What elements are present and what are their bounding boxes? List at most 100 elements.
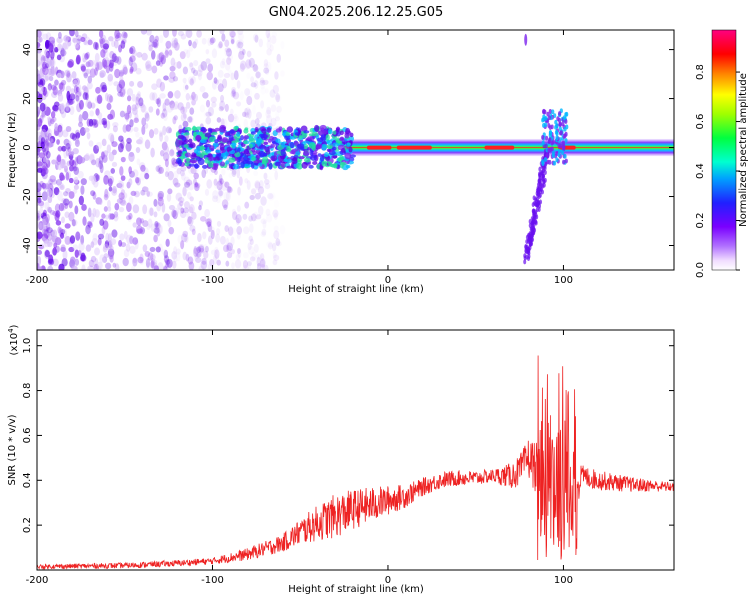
noise-speckle xyxy=(269,44,274,52)
noise-speckle xyxy=(144,139,151,150)
band-speckle xyxy=(234,152,241,158)
noise-speckle xyxy=(110,238,117,246)
band-speckle xyxy=(296,163,303,170)
spec-ytick-label: 20 xyxy=(22,92,33,105)
streak-speckle xyxy=(548,159,552,165)
noise-speckle xyxy=(171,250,178,260)
noise-speckle xyxy=(56,72,62,79)
noise-speckle xyxy=(107,73,114,82)
noise-speckle xyxy=(217,69,224,78)
noise-speckle xyxy=(126,181,131,189)
noise-speckle xyxy=(223,191,230,201)
noise-speckle xyxy=(64,144,70,152)
noise-speckle xyxy=(39,201,45,209)
streak-speckle xyxy=(555,157,559,163)
noise-speckle xyxy=(37,51,42,61)
noise-speckle xyxy=(256,262,261,270)
noise-speckle xyxy=(60,47,65,57)
snr-xlabel: Height of straight line (km) xyxy=(288,584,424,595)
noise-speckle xyxy=(96,61,103,71)
noise-speckle xyxy=(59,184,65,191)
noise-speckle xyxy=(180,240,185,250)
noise-speckle xyxy=(85,61,91,68)
noise-speckle xyxy=(101,138,107,147)
noise-speckle xyxy=(173,115,178,121)
noise-speckle xyxy=(170,104,175,111)
noise-speckle xyxy=(74,129,80,140)
noise-speckle xyxy=(270,117,277,127)
noise-speckle xyxy=(119,110,126,118)
noise-speckle xyxy=(168,226,175,235)
noise-speckle xyxy=(60,102,65,113)
noise-speckle xyxy=(158,34,164,44)
noise-speckle xyxy=(185,179,193,186)
noise-speckle xyxy=(49,135,56,144)
band-speckle xyxy=(183,132,190,136)
streak-speckle xyxy=(536,191,540,197)
noise-speckle xyxy=(166,258,173,268)
noise-speckle xyxy=(72,166,78,172)
noise-speckle xyxy=(187,191,192,200)
noise-speckle xyxy=(90,59,97,69)
band-speckle xyxy=(226,140,232,145)
noise-speckle xyxy=(139,171,146,181)
streak-speckle xyxy=(562,115,566,121)
noise-speckle xyxy=(204,188,210,196)
noise-speckle xyxy=(91,175,97,185)
noise-speckle xyxy=(64,165,68,173)
noise-speckle xyxy=(119,69,126,75)
noise-speckle xyxy=(147,218,153,228)
noise-speckle xyxy=(250,76,255,83)
noise-speckle xyxy=(223,204,228,210)
band-speckle xyxy=(208,136,216,143)
noise-speckle xyxy=(125,243,131,252)
noise-speckle xyxy=(93,144,99,154)
noise-speckle xyxy=(93,119,99,128)
band-speckle xyxy=(240,135,245,141)
band-speckle xyxy=(240,142,246,147)
noise-speckle xyxy=(118,180,125,190)
noise-speckle xyxy=(252,104,256,115)
noise-speckle xyxy=(237,248,242,259)
noise-speckle xyxy=(230,248,236,255)
streak-speckle xyxy=(524,33,528,46)
noise-speckle xyxy=(57,146,63,152)
noise-speckle xyxy=(99,37,105,45)
noise-speckle xyxy=(272,84,280,94)
streak-speckle xyxy=(558,111,562,116)
band-speckle xyxy=(226,146,233,152)
noise-speckle xyxy=(210,37,216,44)
noise-speckle xyxy=(141,104,147,113)
noise-speckle xyxy=(224,181,230,188)
noise-speckle xyxy=(191,99,196,106)
noise-speckle xyxy=(207,263,215,270)
noise-speckle xyxy=(144,250,151,257)
noise-speckle xyxy=(193,172,200,180)
noise-speckle xyxy=(166,104,173,113)
noise-speckle xyxy=(106,102,112,110)
noise-speckle xyxy=(171,37,178,48)
band-speckle xyxy=(324,152,329,158)
noise-speckle xyxy=(209,169,214,176)
streak-speckle xyxy=(541,140,545,146)
noise-speckle xyxy=(123,31,128,39)
noise-speckle xyxy=(151,83,158,91)
noise-speckle xyxy=(252,33,259,42)
noise-speckle xyxy=(114,68,121,79)
noise-speckle xyxy=(100,86,107,93)
noise-speckle xyxy=(258,38,264,48)
noise-speckle xyxy=(280,70,285,77)
noise-speckle xyxy=(219,60,226,69)
band-speckle xyxy=(261,128,267,134)
noise-speckle xyxy=(69,256,76,264)
noise-speckle xyxy=(37,72,41,83)
noise-speckle xyxy=(38,36,43,43)
noise-speckle xyxy=(60,216,65,224)
noise-speckle xyxy=(263,63,269,70)
noise-speckle xyxy=(259,253,265,261)
noise-speckle xyxy=(57,93,64,102)
noise-speckle xyxy=(215,228,221,235)
noise-speckle xyxy=(225,185,232,193)
noise-speckle xyxy=(144,111,150,119)
noise-speckle xyxy=(57,164,62,171)
